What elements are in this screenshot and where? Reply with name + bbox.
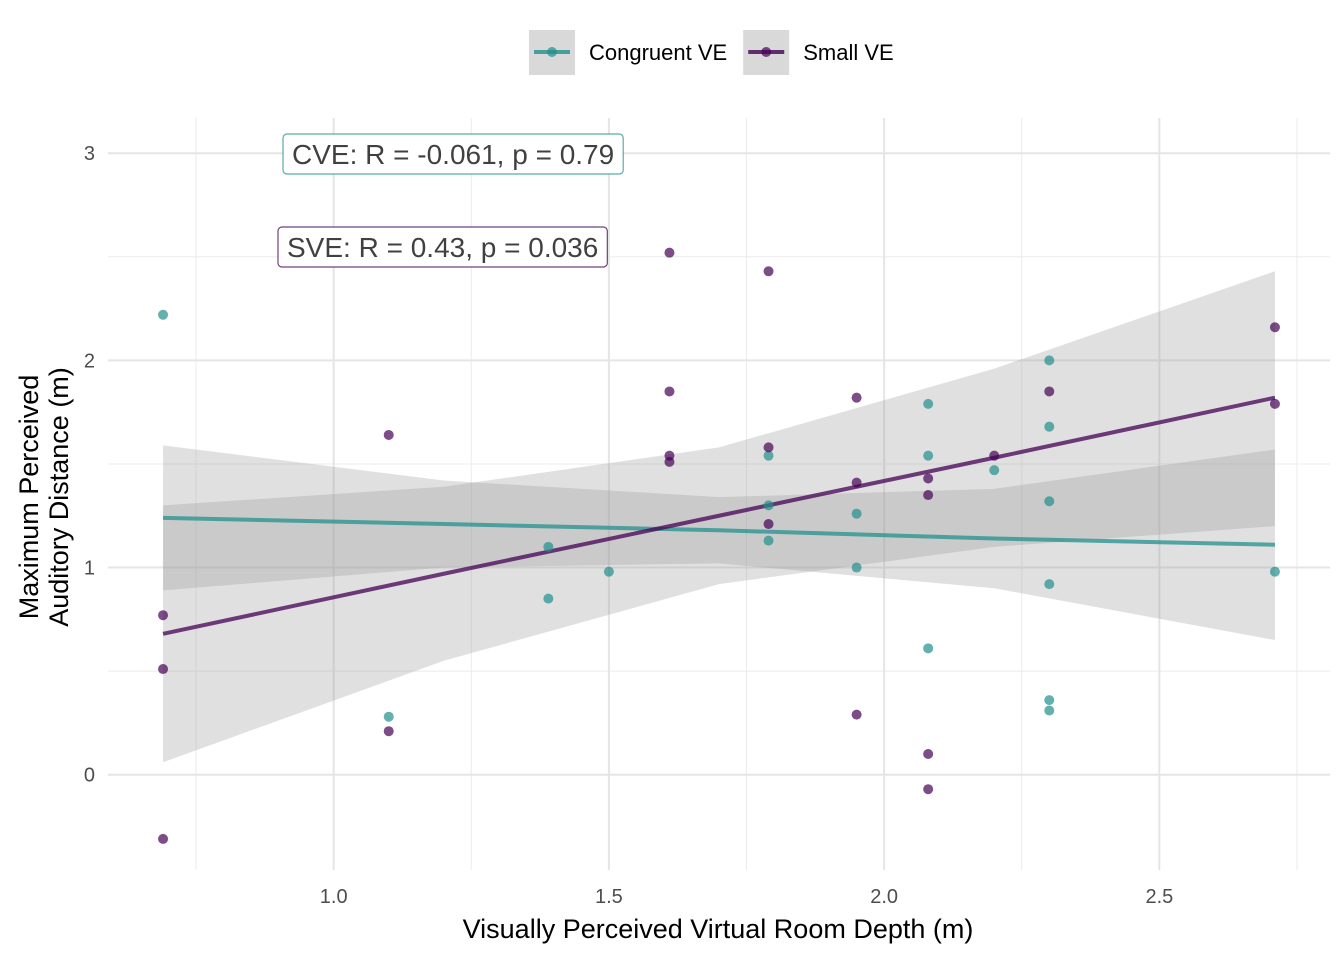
fit-line — [163, 515, 1275, 547]
legend-point — [547, 47, 557, 57]
point — [763, 535, 774, 546]
x-axis-title: Visually Perceived Virtual Room Depth (m… — [463, 914, 974, 944]
annotation-box — [277, 226, 608, 268]
y-axis-title: Maximum Perceived — [14, 375, 44, 620]
point — [763, 500, 774, 511]
point — [989, 450, 1000, 461]
point — [158, 309, 169, 320]
point — [1044, 579, 1055, 590]
point — [851, 477, 862, 488]
x-tick-label: 1.0 — [320, 886, 348, 908]
point — [923, 784, 934, 795]
annotation-box — [282, 133, 624, 175]
point — [851, 562, 862, 573]
y-axis-title: Auditory Distance (m) — [44, 367, 74, 627]
point — [763, 450, 774, 461]
point — [664, 386, 675, 397]
annotation: CVE: R = -0.061, p = 0.79 — [292, 139, 614, 170]
point — [664, 247, 675, 258]
point — [664, 456, 675, 467]
y-tick-label: 3 — [84, 143, 95, 165]
point — [851, 709, 862, 720]
fit-line — [162, 395, 1276, 636]
point — [383, 726, 394, 737]
point — [383, 711, 394, 722]
point — [923, 490, 934, 501]
point — [763, 442, 774, 453]
y-tick-label: 2 — [84, 350, 95, 372]
point — [1044, 421, 1055, 432]
x-tick-label: 2.5 — [1145, 886, 1173, 908]
point — [989, 465, 1000, 476]
point — [763, 519, 774, 530]
point — [763, 266, 774, 277]
point — [543, 541, 554, 552]
y-tick-label: 0 — [84, 765, 95, 787]
point — [851, 392, 862, 403]
point — [158, 610, 169, 621]
point — [1044, 386, 1055, 397]
legend-point — [761, 47, 772, 57]
point — [851, 508, 862, 519]
point — [923, 748, 934, 759]
y-tick-label: 1 — [84, 558, 95, 580]
point — [923, 643, 934, 654]
point — [1044, 355, 1055, 366]
point — [1269, 398, 1280, 409]
annotation: SVE: R = 0.43, p = 0.036 — [287, 232, 598, 263]
point — [1044, 496, 1055, 507]
point — [1044, 705, 1055, 716]
point — [603, 566, 614, 577]
legend-label: Congruent VE — [589, 40, 727, 65]
point — [543, 593, 554, 604]
legend-label: Small VE — [803, 40, 893, 65]
x-tick-label: 2.0 — [870, 886, 898, 908]
point — [1044, 695, 1055, 706]
point — [1269, 566, 1280, 577]
point — [923, 450, 934, 461]
point — [383, 429, 394, 440]
point — [1269, 322, 1280, 333]
point — [158, 833, 169, 844]
point — [923, 473, 934, 484]
x-tick-label: 1.5 — [595, 886, 623, 908]
point — [923, 398, 934, 409]
confidence-band — [163, 445, 1275, 641]
point — [158, 664, 169, 675]
